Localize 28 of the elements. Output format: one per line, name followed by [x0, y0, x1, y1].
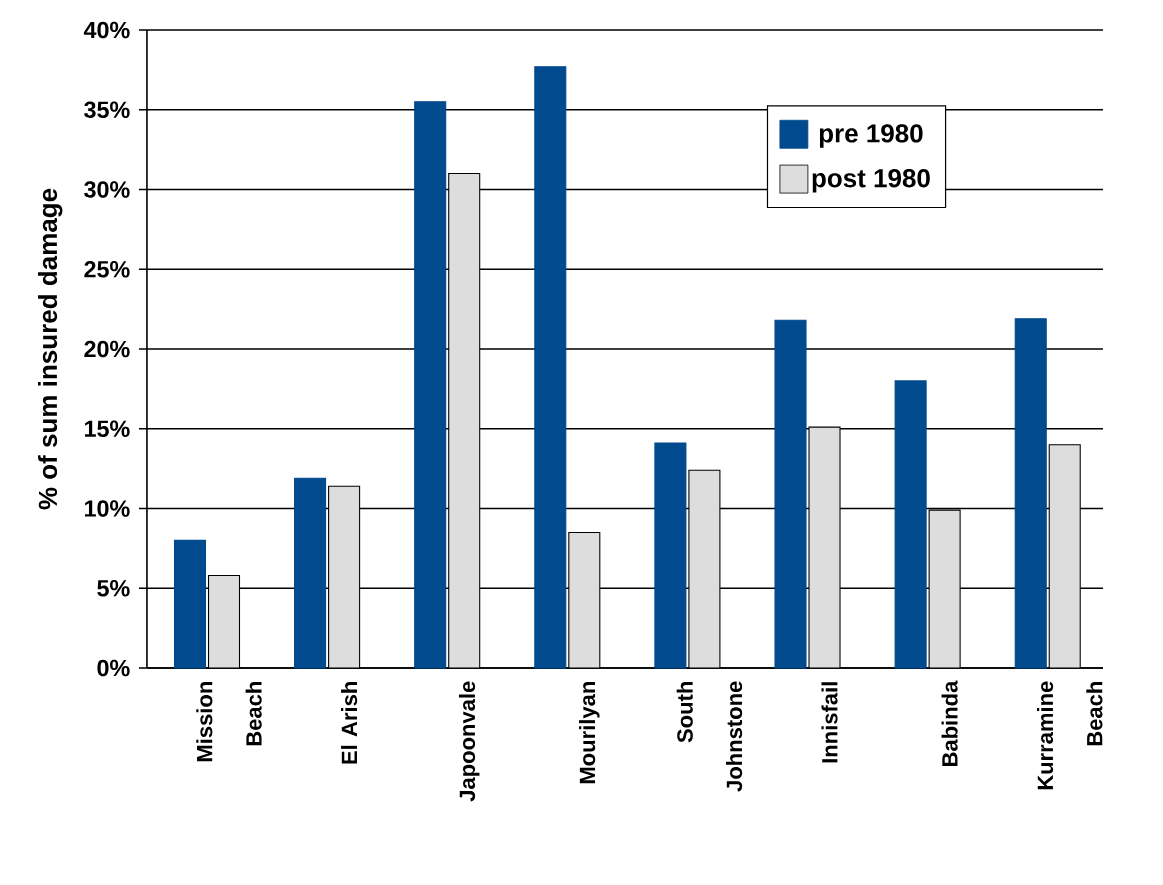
bar [294, 477, 327, 669]
bar [173, 539, 207, 669]
x-tick-label: Japoonvale [458, 681, 480, 802]
y-tick-label: 30% [84, 181, 130, 198]
x-tick-label: Mourilyan [579, 682, 600, 784]
category-label: Mission Beach [196, 682, 262, 762]
y-tick-label: 0% [97, 659, 130, 677]
legend-label: pre 1980 [819, 124, 923, 148]
x-tick-label: Innisfail [821, 682, 838, 763]
y-tick-label: 5% [97, 580, 130, 597]
y-tick-label: 35% [84, 101, 130, 119]
x-tick-label: El Arish [341, 682, 358, 764]
bar [1014, 318, 1047, 669]
bar [654, 442, 687, 669]
y-tick-label: 15% [85, 420, 130, 437]
category-label: Kurramine Beach [1036, 681, 1103, 790]
legend-label: post 1980 [812, 169, 930, 193]
y-tick-label: 25% [84, 260, 130, 278]
x-tick-label: Babinda [941, 680, 958, 767]
bar [774, 319, 807, 669]
bar [414, 101, 447, 669]
y-axis-title: % of sum insured damage [38, 188, 63, 510]
y-tick-label: 40% [83, 21, 130, 39]
bar [894, 380, 927, 669]
y-tick-label: 10% [85, 500, 130, 517]
category-label: South Johnstone [676, 681, 743, 792]
bar [534, 66, 567, 669]
y-tick-label: 20% [84, 340, 130, 358]
